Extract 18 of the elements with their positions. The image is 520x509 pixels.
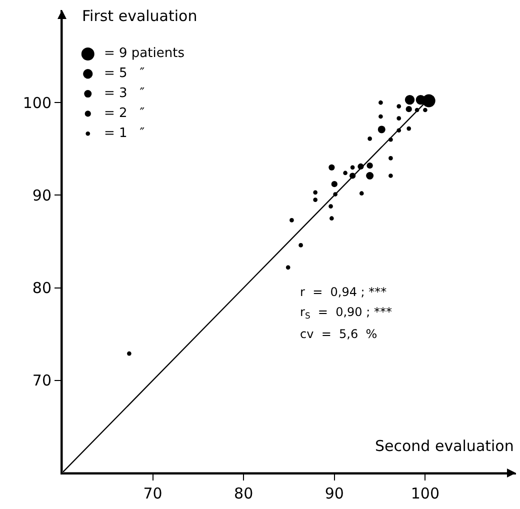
x-axis-title: Second evaluation bbox=[375, 437, 514, 455]
legend-label: = 5 ″ bbox=[104, 66, 145, 81]
x-tick-label: 90 bbox=[324, 484, 344, 502]
annotation: r$_{S}$ = 0,90 ; *** bbox=[300, 305, 392, 321]
y-axis-title: First evaluation bbox=[82, 7, 198, 25]
y-tick-label: 70 bbox=[32, 372, 52, 390]
annotation: cv = 5,6 % bbox=[300, 327, 378, 341]
x-tick-label: 100 bbox=[410, 484, 440, 502]
x-tick-label: 80 bbox=[234, 484, 254, 502]
y-tick-label: 80 bbox=[32, 279, 52, 298]
y-tick-label: 90 bbox=[32, 186, 52, 204]
legend-label: = 1 ″ bbox=[104, 126, 145, 141]
legend-label: = 2 ″ bbox=[104, 106, 145, 121]
legend-label: = 3 ″ bbox=[104, 86, 145, 101]
legend-label: = 9 patients bbox=[104, 46, 185, 61]
y-tick-label: 100 bbox=[22, 94, 52, 112]
annotation: r = 0,94 ; *** bbox=[300, 285, 387, 299]
x-tick-label: 70 bbox=[143, 484, 162, 502]
